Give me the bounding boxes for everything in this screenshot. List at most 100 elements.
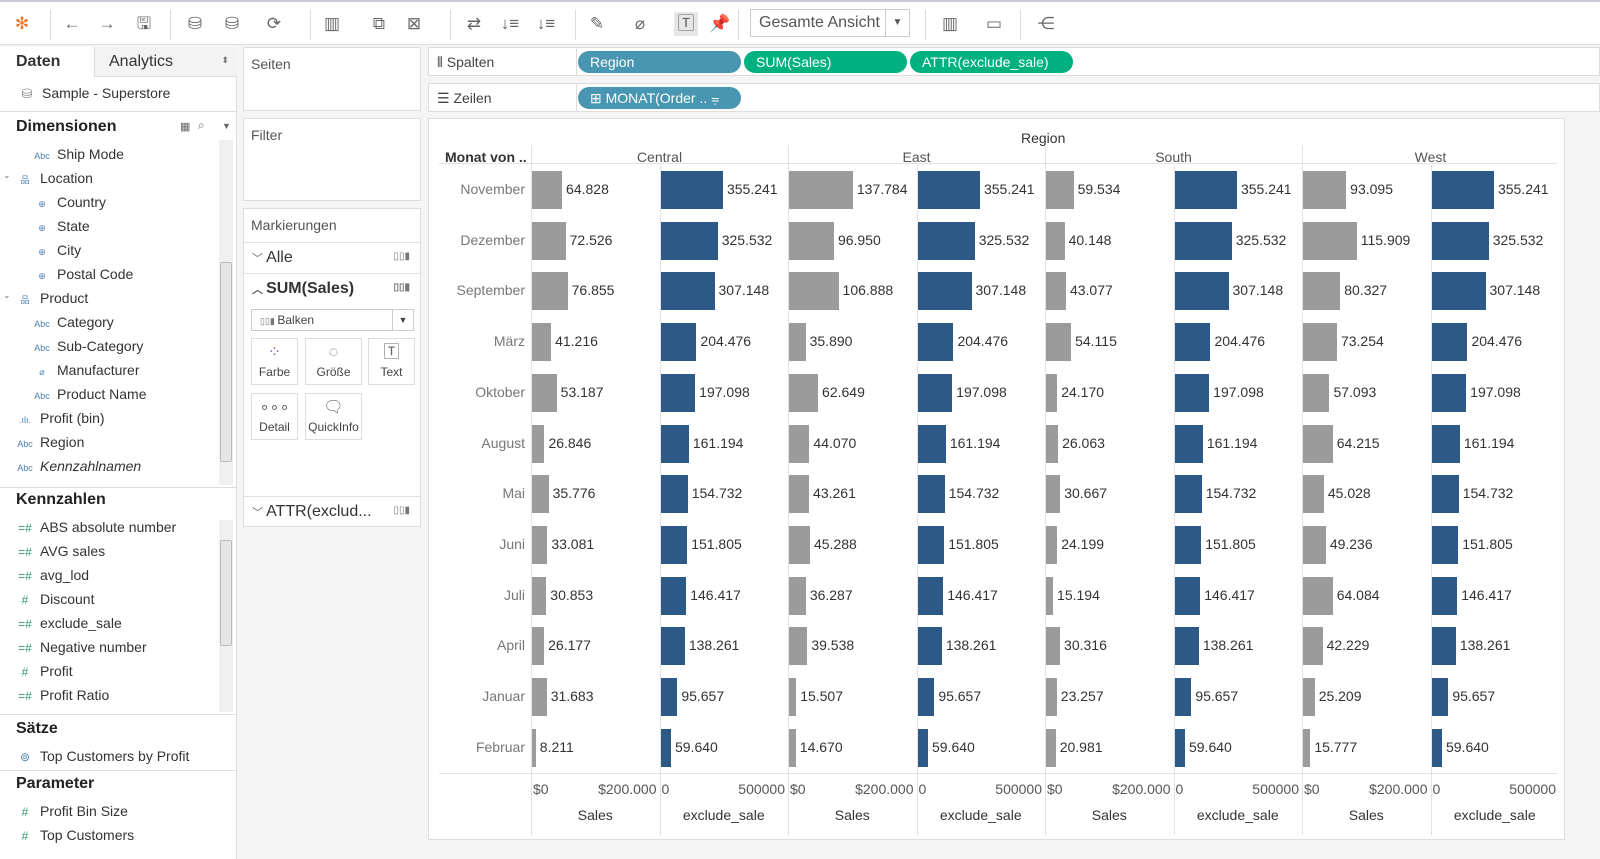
pill-month-order-date[interactable]: ⊞ MONAT(Order .. ⩦ (578, 87, 741, 109)
dimension-item[interactable]: Abc Region (16, 434, 84, 450)
measure-label: Negative number (40, 639, 147, 655)
dimension-item[interactable]: ⌀ Manufacturer (33, 362, 139, 378)
set-item[interactable]: ⊚ Top Customers by Profit (16, 748, 189, 764)
sort-ascending-icon[interactable]: ↓≡ (500, 14, 520, 33)
refresh-icon[interactable]: ⟳ (266, 14, 282, 33)
view-size-select[interactable]: Gesamte Ansicht ▼ (750, 9, 910, 37)
color-button[interactable]: ⁘ Farbe (251, 338, 298, 385)
detail-button[interactable]: ∘∘∘ Detail (251, 393, 298, 440)
mark-type-select[interactable]: ▯▯▮ Balken ▼ (251, 309, 414, 331)
measure-item[interactable]: =# Profit Ratio (16, 687, 109, 703)
data-label: 355.241 (1240, 181, 1292, 197)
measure-item[interactable]: # Discount (16, 591, 95, 607)
pages-shelf[interactable]: Seiten (243, 47, 421, 111)
dimension-label: Kennzahlnamen (40, 458, 142, 474)
data-label: 35.890 (809, 333, 853, 350)
bar-exclude-sale (917, 576, 944, 615)
text-button[interactable]: 🅃 Text (368, 338, 415, 385)
toolbar-separator (170, 10, 171, 40)
marks-attr-label: ATTR(exclud... (266, 503, 372, 520)
link-icon: ⌀ (39, 367, 45, 377)
dimension-item[interactable]: Abc Sub-Category (33, 338, 143, 354)
dimension-item[interactable]: .ılı. Profit (bin) (16, 410, 105, 426)
measure-item[interactable]: =# Negative number (16, 639, 147, 655)
dimensions-scrollbar[interactable] (219, 140, 233, 485)
pill-sum-sales[interactable]: SUM(Sales) (744, 51, 907, 73)
forward-icon[interactable]: → (98, 14, 116, 33)
group-icon[interactable]: ⌀ (634, 14, 646, 33)
pin-icon[interactable]: 📌 (709, 14, 731, 33)
show-me-icon[interactable]: ▥ (941, 14, 959, 33)
pill-region[interactable]: Region (578, 51, 741, 73)
bar-exclude-sale (660, 221, 718, 260)
dimension-item[interactable]: Abc Product Name (33, 386, 146, 402)
parameter-item[interactable]: # Top Customers (16, 827, 135, 843)
dimension-item[interactable]: Abc Kennzahlnamen (16, 458, 141, 474)
data-label: 161.194 (692, 434, 744, 451)
data-label: 80.327 (1344, 282, 1388, 299)
measures-scrollbar[interactable] (219, 520, 233, 712)
measure-divider (1173, 165, 1175, 835)
dimension-item[interactable]: ⌄ 品 Location (3, 170, 93, 186)
marks-all-row[interactable]: ﹀ Alle ▯▯▮ (244, 242, 420, 273)
bar-exclude-sale (1431, 678, 1449, 716)
dimension-item[interactable]: ⊕ Country (33, 194, 106, 210)
dimension-item[interactable]: ⊕ State (33, 218, 89, 234)
bar-exclude-sale (917, 272, 972, 311)
datasource-item[interactable]: ⛁ Sample - Superstore (18, 85, 171, 102)
measure-item[interactable]: =# ABS absolute number (16, 519, 176, 535)
filters-shelf[interactable]: Filter (243, 118, 421, 201)
dimension-item[interactable]: ⌄ 品 Product (3, 290, 88, 306)
dimension-label: Sub-Category (57, 338, 144, 354)
clear-sheet-icon[interactable]: ⊠ (406, 14, 422, 33)
parameter-item[interactable]: # Profit Bin Size (16, 803, 128, 819)
sort-descending-icon[interactable]: ↓≡ (536, 14, 556, 33)
tableau-logo-icon[interactable]: ✻ (14, 14, 30, 33)
axis-tick-label: $0 (1047, 781, 1063, 797)
bar-exclude-sale (917, 525, 945, 564)
presentation-icon[interactable]: ▭ (985, 14, 1003, 33)
data-label: 197.098 (1470, 383, 1521, 400)
back-icon[interactable]: ← (63, 14, 81, 33)
search-icon[interactable]: ⌕ (198, 118, 205, 132)
show-labels-icon[interactable]: 🅃 (674, 12, 698, 36)
axis-tick-label: $200.000 (598, 781, 657, 797)
new-datasource-icon[interactable]: ⛁ (187, 14, 203, 33)
dimension-label: Category (57, 314, 114, 330)
dimension-item[interactable]: ⊕ City (33, 242, 81, 258)
marks-sum-sales-row[interactable]: ︿ SUM(Sales) ▯▯▮ (244, 273, 420, 304)
measure-item[interactable]: =# AVG sales (16, 543, 105, 559)
duplicate-sheet-icon[interactable]: ⧉ (372, 14, 386, 33)
marks-attr-row[interactable]: ﹀ ATTR(exclud... ▯▯▮ (244, 496, 420, 527)
data-label: 307.148 (1489, 282, 1541, 299)
data-label: 204.476 (700, 333, 752, 350)
bar-sales (532, 475, 549, 514)
columns-shelf[interactable]: ⫴ Spalten Region SUM(Sales) ATTR(exclude… (428, 47, 1600, 76)
dimension-item[interactable]: Abc Category (33, 314, 114, 330)
rows-shelf[interactable]: ☰ Zeilen ⊞ MONAT(Order .. ⩦ (428, 83, 1600, 112)
tab-analytics[interactable]: Analytics ⬍ (94, 47, 237, 77)
highlight-icon[interactable]: ✎ (589, 14, 605, 33)
pill-attr-exclude-sale[interactable]: ATTR(exclude_sale) (910, 51, 1073, 73)
view-list-icon[interactable]: ▦ (180, 121, 191, 133)
menu-chevron-icon[interactable]: ▼ (222, 121, 231, 131)
save-icon[interactable]: 🖫 (136, 14, 152, 33)
size-button[interactable]: ◌ Größe (305, 338, 362, 385)
data-label: 43.261 (813, 485, 856, 502)
new-sheet-icon[interactable]: ▥ (323, 14, 341, 33)
measure-item[interactable]: =# exclude_sale (16, 615, 122, 631)
share-icon[interactable]: ⋲ (1037, 14, 1055, 33)
dimension-item[interactable]: ⊕ Postal Code (33, 266, 133, 282)
data-label: 33.081 (551, 535, 595, 552)
data-label: 106.888 (842, 282, 894, 299)
swap-icon[interactable]: ⇄ (466, 14, 482, 33)
measure-item[interactable]: # Profit (16, 663, 73, 679)
dimension-label: Manufacturer (57, 362, 140, 378)
tooltip-button[interactable]: 🗨 QuickInfo (305, 393, 362, 440)
pause-updates-icon[interactable]: ⛁ (224, 14, 240, 33)
data-label: 23.257 (1060, 688, 1104, 704)
data-label: 325.532 (1235, 231, 1287, 248)
dimension-item[interactable]: Abc Ship Mode (33, 146, 124, 162)
tab-daten[interactable]: Daten (0, 47, 94, 77)
measure-item[interactable]: =# avg_lod (16, 567, 89, 583)
